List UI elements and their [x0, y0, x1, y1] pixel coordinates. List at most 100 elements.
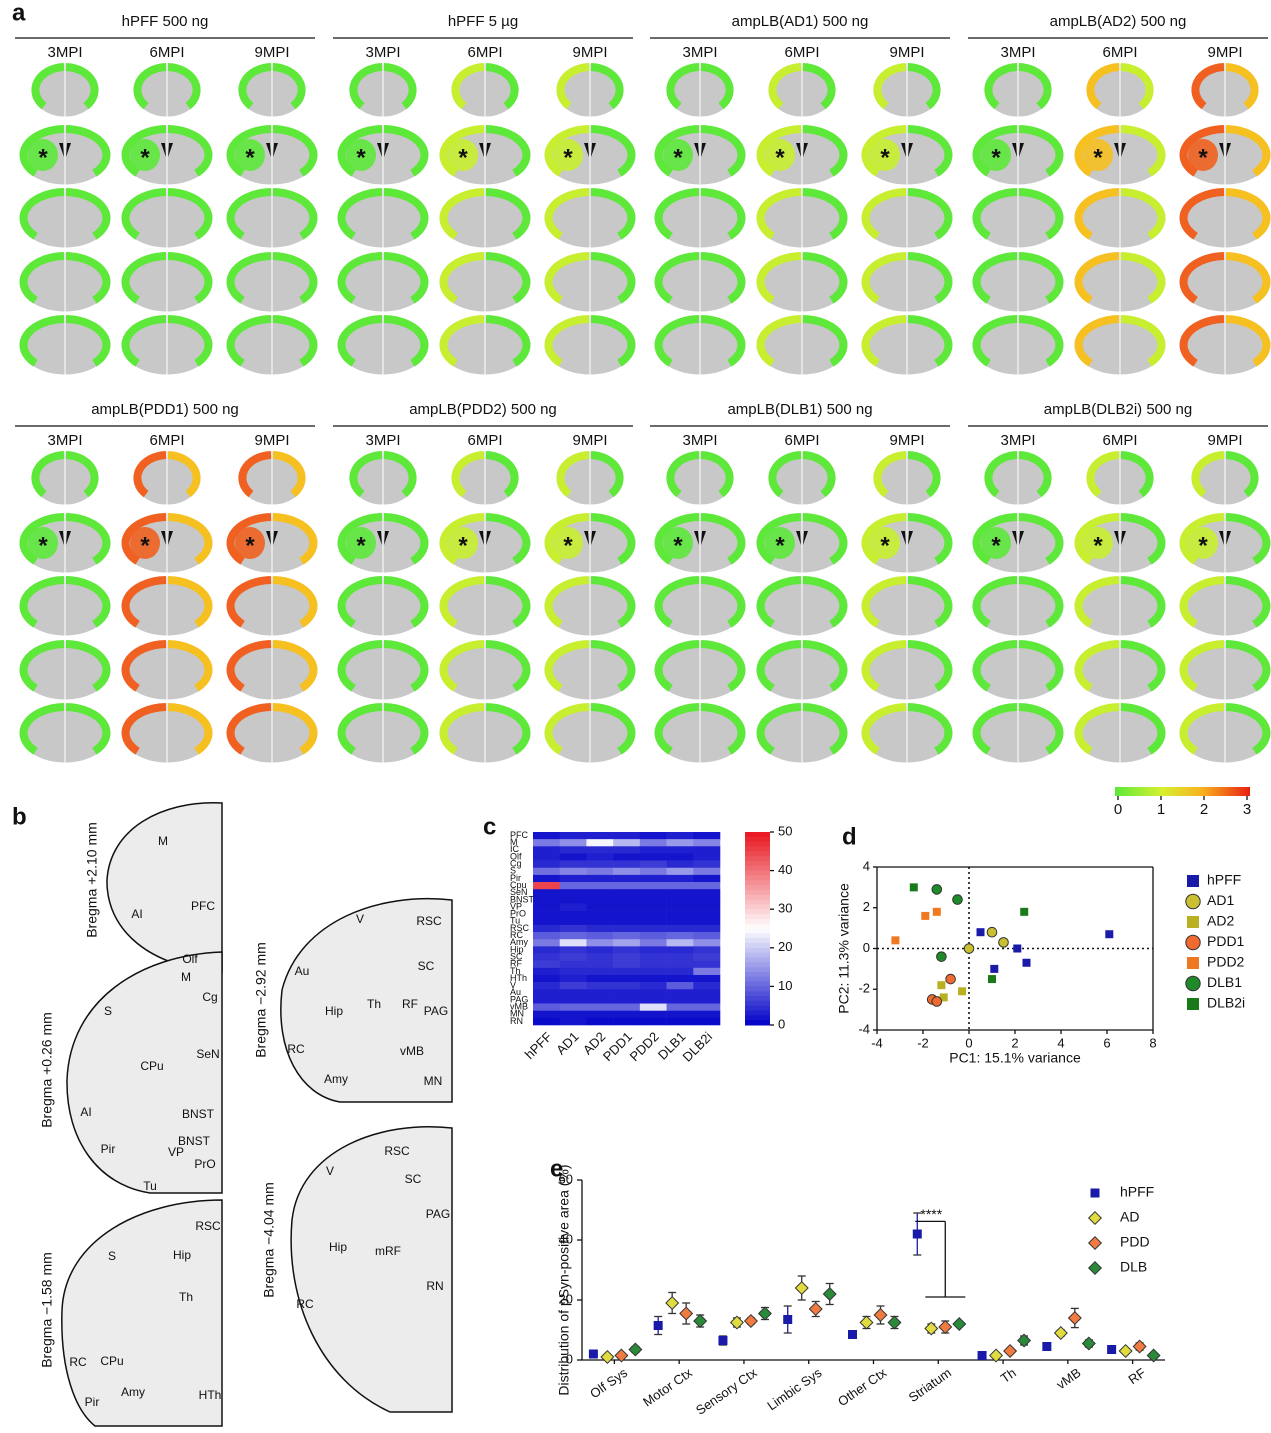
heat-cell [693, 982, 720, 989]
heat-cell [640, 861, 667, 868]
region-label: V [356, 912, 364, 926]
heat-cell [667, 968, 694, 975]
injection-asterisk: * [991, 144, 1001, 171]
heat-cell [560, 932, 587, 939]
heat-cell [640, 882, 667, 889]
heat-cell [560, 982, 587, 989]
heat-cell [586, 846, 613, 853]
heat-cell [640, 868, 667, 875]
heat-cell [586, 839, 613, 846]
point [680, 1307, 693, 1320]
injection-asterisk: * [140, 532, 150, 559]
heat-cell [693, 861, 720, 868]
heat-cell [613, 1011, 640, 1018]
heat-cell [586, 925, 613, 932]
region-label: mRF [375, 1244, 401, 1258]
point [933, 908, 941, 916]
heat-cell [693, 961, 720, 968]
region-label: VP [168, 1145, 184, 1159]
injection-asterisk: * [673, 532, 683, 559]
heat-cell [693, 932, 720, 939]
colorbar-segment [745, 904, 770, 909]
legend-marker [1186, 976, 1200, 990]
point [1107, 1345, 1116, 1354]
atlas-section [291, 1127, 452, 1412]
region-label: Th [179, 1290, 193, 1304]
injection-asterisk: * [880, 532, 890, 559]
timepoint-label: 9MPI [1207, 432, 1242, 449]
region-label: SC [405, 1172, 422, 1186]
legend-label: DLB1 [1207, 974, 1242, 990]
point [977, 928, 985, 936]
heat-cell [667, 1004, 694, 1011]
heat-cell [560, 889, 587, 896]
region-label: CPu [100, 1354, 123, 1368]
heat-cell [667, 846, 694, 853]
heat-cell [667, 882, 694, 889]
colorbar [1115, 787, 1250, 796]
y-axis-label: Distribution of pSyn-positive area (%) [556, 1164, 572, 1395]
injection-asterisk: * [245, 144, 255, 171]
point [1023, 959, 1031, 967]
injection-asterisk: * [140, 144, 150, 171]
heat-cell [533, 939, 560, 946]
heat-cell [560, 1011, 587, 1018]
colorbar-segment [745, 924, 770, 929]
heat-cell [533, 1004, 560, 1011]
heat-cell [640, 968, 667, 975]
colorbar-segment [745, 948, 770, 953]
heat-cell [560, 1004, 587, 1011]
heat-cell [533, 1011, 560, 1018]
heat-cell [533, 875, 560, 882]
heat-cell [693, 889, 720, 896]
heat-cell [613, 996, 640, 1003]
region-label: M [158, 834, 168, 848]
point [953, 1318, 966, 1331]
column-label: PDD1 [600, 1029, 635, 1064]
heat-cell [586, 853, 613, 860]
heat-cell [640, 946, 667, 953]
point [1055, 1327, 1068, 1340]
heat-cell [693, 911, 720, 918]
colorbar-segment [745, 957, 770, 962]
legend-marker [1091, 1189, 1100, 1198]
heat-cell [640, 832, 667, 839]
group-title: hPFF 500 ng [122, 13, 209, 30]
point [848, 1330, 857, 1339]
heat-cell [586, 889, 613, 896]
injection-asterisk: * [775, 144, 785, 171]
colorbar-segment [745, 842, 770, 847]
region-label: AI [131, 907, 142, 921]
group-title: ampLB(DLB2i) 500 ng [1044, 401, 1192, 418]
colorbar-segment [745, 977, 770, 982]
y-tick-label: 4 [863, 858, 870, 873]
heat-cell [533, 975, 560, 982]
region-label: SC [418, 959, 435, 973]
colorbar-segment [745, 900, 770, 905]
column-label: PDD2 [627, 1029, 662, 1064]
x-tick-label: Motor Ctx [640, 1365, 695, 1410]
heat-cell [640, 918, 667, 925]
point [925, 1322, 938, 1335]
point [629, 1343, 642, 1356]
heat-cell [560, 853, 587, 860]
heat-cell [667, 839, 694, 846]
region-label: Cg [202, 990, 217, 1004]
heat-cell [586, 932, 613, 939]
timepoint-label: 6MPI [149, 432, 184, 449]
point [694, 1315, 707, 1328]
heat-cell [693, 1011, 720, 1018]
point [921, 912, 929, 920]
point [958, 987, 966, 995]
point [718, 1336, 727, 1345]
timepoint-label: 6MPI [1102, 432, 1137, 449]
heat-cell [560, 832, 587, 839]
point [888, 1316, 901, 1329]
heat-cell [533, 846, 560, 853]
colorbar-segment [745, 885, 770, 890]
heat-cell [667, 875, 694, 882]
column-label: DLB2i [680, 1029, 716, 1065]
timepoint-label: 3MPI [47, 432, 82, 449]
colorbar-tick-label: 2 [1200, 801, 1208, 818]
heat-cell [613, 932, 640, 939]
